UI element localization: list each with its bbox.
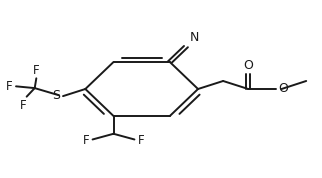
Text: O: O [278,82,288,96]
Text: F: F [20,99,27,112]
Text: F: F [137,134,144,147]
Text: F: F [83,134,89,147]
Text: N: N [190,32,199,44]
Text: F: F [33,64,40,77]
Text: S: S [52,89,61,102]
Text: F: F [6,80,13,93]
Text: O: O [243,59,253,72]
